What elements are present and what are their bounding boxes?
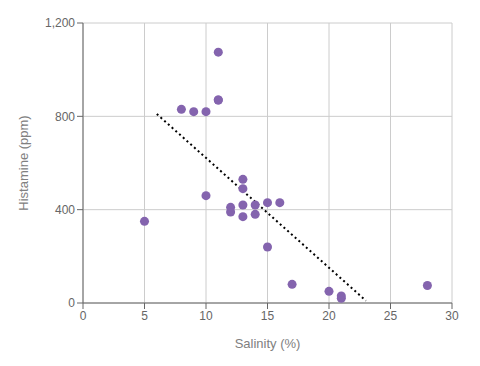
svg-text:30: 30	[445, 309, 459, 323]
svg-text:0: 0	[68, 296, 75, 310]
svg-text:10: 10	[199, 309, 213, 323]
svg-text:400: 400	[55, 203, 75, 217]
svg-text:5: 5	[141, 309, 148, 323]
svg-text:1,200: 1,200	[45, 16, 75, 30]
svg-text:Histamine (ppm): Histamine (ppm)	[16, 115, 31, 210]
svg-text:Salinity (%): Salinity (%)	[235, 336, 301, 351]
svg-text:800: 800	[55, 110, 75, 124]
svg-text:20: 20	[322, 309, 336, 323]
svg-text:15: 15	[261, 309, 275, 323]
svg-text:25: 25	[384, 309, 398, 323]
svg-text:0: 0	[80, 309, 87, 323]
